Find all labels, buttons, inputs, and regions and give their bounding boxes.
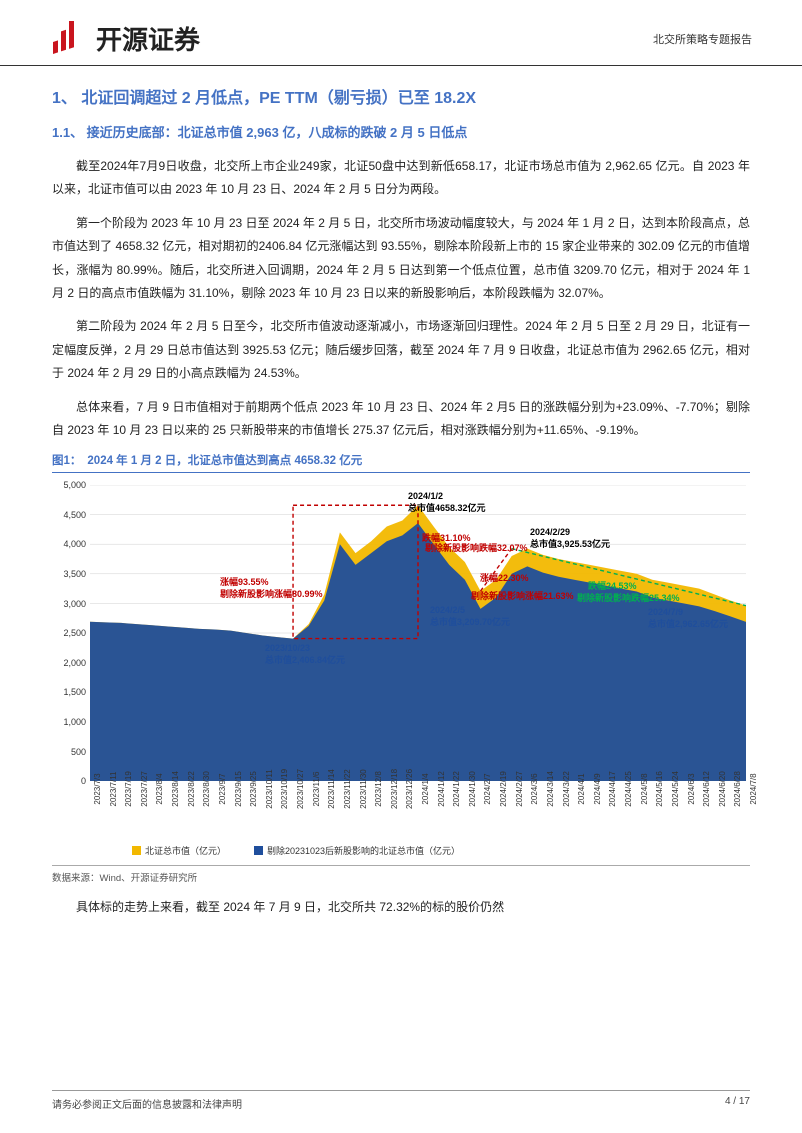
- market-cap-chart: 0 500 1,000 1,500 2,000 2,500 3,000 3,500 4,000 4…: [52, 479, 750, 859]
- chart-annotation: 跌幅24.53%: [588, 581, 637, 593]
- company-logo-icon: [50, 21, 86, 57]
- chart-annotation: 2024/7/9总市值2,962.65亿元: [648, 607, 728, 630]
- x-axis-label: 2024/1/22: [452, 772, 461, 808]
- chart-annotation: 剔除新股影响跌幅25.34%: [577, 593, 680, 605]
- chart-annotation: 剔除新股影响跌幅32.07%: [425, 543, 528, 555]
- paragraph-1: 截至2024年7月9日收盘，北交所上市企业249家，北证50盘中达到新低658.…: [52, 155, 750, 202]
- legend-label-2: 剔除20231023后新股影响的北证总市值（亿元）: [267, 844, 460, 857]
- x-axis-label: 2023/8/30: [202, 772, 211, 808]
- x-axis-label: 2023/8/4: [155, 774, 164, 805]
- x-axis-label: 2024/6/20: [718, 772, 727, 808]
- x-axis-label: 2023/11/30: [359, 770, 368, 809]
- chart-plot-area: [90, 485, 746, 781]
- y-axis-label: 2,000: [63, 658, 86, 668]
- x-axis-label: 2024/2/27: [515, 772, 524, 808]
- legend-swatch-2: [254, 846, 263, 855]
- page-header: 开源证券 北交所策略专题报告: [0, 0, 802, 66]
- x-axis-label: 2023/9/7: [218, 774, 227, 805]
- legend-item-1: 北证总市值（亿元）: [132, 844, 226, 857]
- y-axis-label: 1,500: [63, 687, 86, 697]
- x-axis-label: 2023/12/8: [374, 772, 383, 808]
- x-axis-label: 2023/8/14: [171, 772, 180, 808]
- section-1-1-title: 1.1、 接近历史底部：北证总市值 2,963 亿，八成标的跌破 2 月 5 日…: [52, 122, 750, 141]
- chart-annotation: 2023/10/23总市值2,406.84亿元: [265, 643, 345, 666]
- x-axis-label: 2023/11/14: [327, 770, 336, 809]
- logo-area: 开源证券: [50, 20, 200, 57]
- section-1-title: 1、 北证回调超过 2 月低点，PE TTM（剔亏损）已至 18.2X: [52, 84, 750, 108]
- x-axis-label: 2023/10/27: [296, 769, 305, 809]
- x-axis-label: 2024/7/8: [749, 774, 758, 805]
- legend-label-1: 北证总市值（亿元）: [145, 844, 226, 857]
- x-axis-label: 2024/1/30: [468, 772, 477, 808]
- x-axis-label: 2024/6/12: [702, 772, 711, 808]
- y-axis-label: 0: [81, 776, 86, 786]
- x-axis-label: 2023/7/19: [124, 772, 133, 808]
- x-axis-label: 2023/8/22: [187, 772, 196, 808]
- chart-title-row: 图1： 2024 年 1 月 2 日，北证总市值达到高点 4658.32 亿元: [52, 452, 750, 473]
- x-axis-label: 2023/10/11: [265, 770, 274, 809]
- y-axis-label: 4,500: [63, 510, 86, 520]
- paragraph-2: 第一个阶段为 2023 年 10 月 23 日至 2024 年 2 月 5 日，…: [52, 212, 750, 306]
- chart-source: 数据来源：Wind、开源证券研究所: [52, 865, 750, 884]
- x-axis-label: 2023/9/15: [234, 772, 243, 808]
- x-axis-label: 2024/4/25: [624, 772, 633, 808]
- chart-annotation: 2024/2/5总市值3,209.70亿元: [430, 605, 510, 628]
- page-footer: 请务必参阅正文后面的信息披露和法律声明 4 / 17: [52, 1090, 750, 1111]
- x-axis-label: 2024/3/22: [562, 772, 571, 808]
- y-axis-label: 4,000: [63, 539, 86, 549]
- x-axis-label: 2023/9/25: [249, 772, 258, 808]
- company-name: 开源证券: [96, 20, 200, 57]
- page-number: 4 / 17: [725, 1096, 750, 1111]
- x-axis-label: 2024/6/28: [733, 772, 742, 808]
- y-axis-label: 3,000: [63, 599, 86, 609]
- document-type: 北交所策略专题报告: [653, 31, 752, 47]
- x-axis-label: 2024/5/24: [671, 772, 680, 808]
- paragraph-4: 总体来看，7 月 9 日市值相对于前期两个低点 2023 年 10 月 23 日…: [52, 396, 750, 443]
- x-axis-label: 2023/7/3: [93, 774, 102, 805]
- x-axis-label: 2024/4/1: [577, 774, 586, 805]
- x-axis-label: 2024/3/6: [530, 774, 539, 805]
- chart-annotation: 剔除新股影响涨幅21.63%: [471, 591, 574, 603]
- legend-swatch-1: [132, 846, 141, 855]
- x-axis-label: 2023/10/19: [280, 769, 289, 809]
- chart-title: 2024 年 1 月 2 日，北证总市值达到高点 4658.32 亿元: [87, 452, 362, 468]
- chart-annotation: 涨幅22.30%: [480, 573, 529, 585]
- x-axis-label: 2023/12/18: [390, 769, 399, 809]
- x-axis-label: 2024/1/4: [421, 774, 430, 805]
- chart-svg: [90, 485, 746, 781]
- chart-annotation: 涨幅93.55%剔除新股影响涨幅80.99%: [220, 577, 323, 600]
- y-axis-label: 2,500: [63, 628, 86, 638]
- paragraph-3: 第二阶段为 2024 年 2 月 5 日至今，北交所市值波动逐渐减小，市场逐渐回…: [52, 315, 750, 385]
- y-axis-label: 3,500: [63, 569, 86, 579]
- x-axis-label: 2024/5/8: [640, 774, 649, 805]
- x-axis-label: 2024/5/16: [655, 772, 664, 808]
- x-axis-label: 2024/4/17: [608, 772, 617, 808]
- x-axis-label: 2023/7/27: [140, 772, 149, 808]
- chart-annotation: 2024/1/2总市值4658.32亿元: [408, 491, 486, 514]
- x-axis-label: 2023/11/22: [343, 770, 352, 809]
- x-axis-label: 2023/7/11: [109, 772, 118, 807]
- x-axis-label: 2023/11/6: [312, 772, 321, 807]
- y-axis-label: 5,000: [63, 480, 86, 490]
- legend-item-2: 剔除20231023后新股影响的北证总市值（亿元）: [254, 844, 460, 857]
- chart-annotation: 2024/2/29总市值3,925.53亿元: [530, 527, 610, 550]
- x-axis-label: 2024/3/14: [546, 772, 555, 808]
- footer-disclaimer: 请务必参阅正文后面的信息披露和法律声明: [52, 1096, 242, 1111]
- chart-number: 图1：: [52, 452, 81, 468]
- x-axis-label: 2024/1/12: [437, 772, 446, 808]
- x-axis-label: 2024/6/3: [687, 774, 696, 805]
- post-chart-paragraph: 具体标的走势上来看，截至 2024 年 7 月 9 日，北交所共 72.32%的…: [52, 896, 750, 919]
- x-axis-label: 2024/2/7: [483, 774, 492, 805]
- y-axis-label: 1,000: [63, 717, 86, 727]
- x-axis-label: 2024/2/19: [499, 772, 508, 808]
- y-axis-label: 500: [71, 747, 86, 757]
- content-area: 1、 北证回调超过 2 月低点，PE TTM（剔亏损）已至 18.2X 1.1、…: [0, 66, 802, 920]
- chart-legend: 北证总市值（亿元） 剔除20231023后新股影响的北证总市值（亿元）: [132, 844, 460, 857]
- x-axis-label: 2024/4/9: [593, 774, 602, 805]
- x-axis-label: 2023/12/26: [405, 769, 414, 809]
